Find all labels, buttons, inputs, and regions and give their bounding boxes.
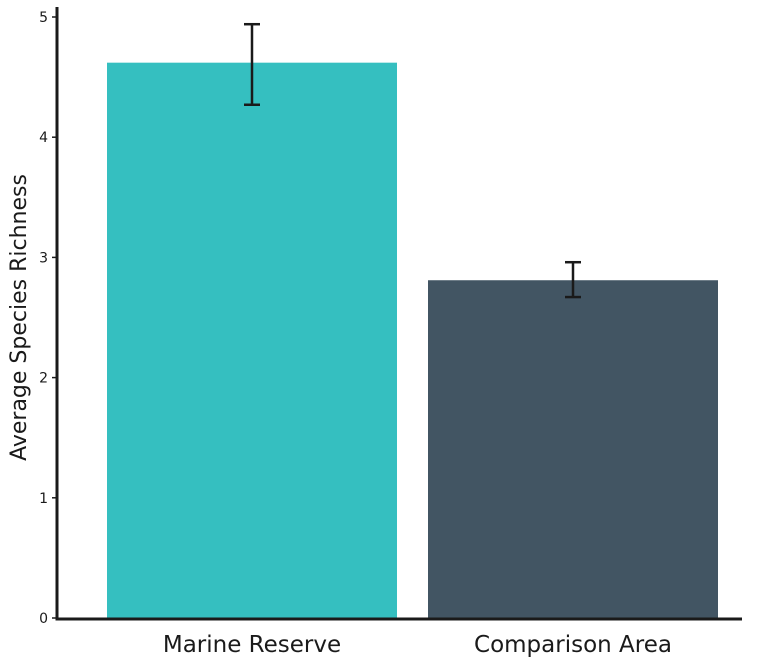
bars-layer — [107, 62, 718, 618]
bar-comparison-area — [428, 280, 718, 618]
x-tick-labels-layer: Marine Reserve Comparison Area — [163, 632, 672, 658]
y-ticks-layer: 0 1 2 3 4 5 — [39, 10, 57, 627]
y-tick-label: 2 — [39, 371, 48, 387]
x-tick-label: Comparison Area — [474, 632, 672, 658]
y-tick-label: 4 — [39, 130, 48, 146]
axes-layer — [55, 7, 742, 621]
x-tick-label: Marine Reserve — [163, 632, 341, 658]
y-axis-title: Average Species Richness — [7, 174, 32, 461]
error-bar — [244, 22, 260, 106]
bar-marine-reserve — [107, 62, 397, 618]
y-tick-label: 1 — [39, 491, 48, 507]
y-tick-label: 3 — [39, 250, 48, 266]
y-tick-label: 5 — [39, 10, 48, 26]
y-tick-label: 0 — [39, 611, 48, 627]
error-bars-layer — [244, 22, 581, 299]
error-bar — [565, 260, 581, 299]
